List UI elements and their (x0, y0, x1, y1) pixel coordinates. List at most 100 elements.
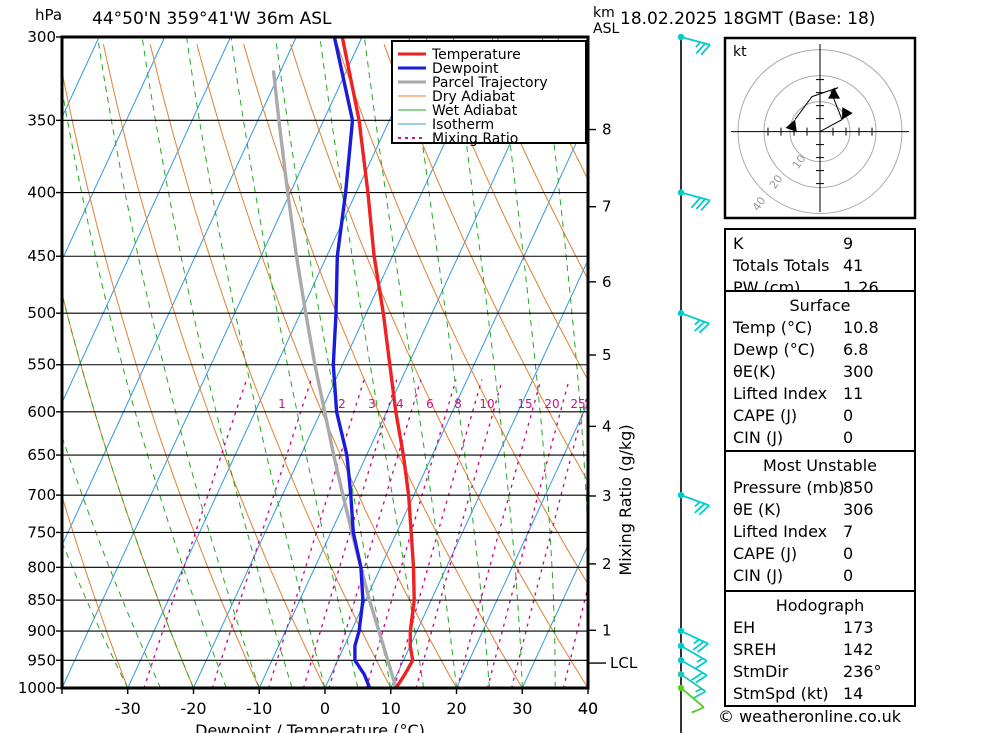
dry-adiabat-line (383, 44, 588, 483)
legend-label: Wet Adiabat (432, 103, 518, 119)
wind-barb-full-feather (694, 503, 706, 514)
legend-label: Temperature (431, 47, 521, 63)
wind-barb-shaft (680, 687, 705, 708)
dry-adiabat-line (477, 44, 588, 281)
stats-row-label: CIN (J) (733, 566, 783, 585)
temperature-tick-label: 0 (320, 699, 330, 718)
isotherm-line (62, 37, 166, 262)
isotherm-line (390, 258, 588, 688)
wet-adiabat-line (62, 540, 129, 688)
mixing-ratio-label: 25 (570, 397, 585, 411)
temperature-tick-label: -30 (115, 699, 141, 718)
mixing-ratio-line (365, 379, 457, 688)
wind-barb-shaft (680, 312, 710, 325)
wind-barb-full-feather (695, 660, 708, 669)
isotherm-line (324, 116, 588, 688)
stats-panel-title: Most Unstable (763, 456, 877, 475)
wind-barb-point (677, 627, 685, 635)
wet-adiabat-line (186, 37, 326, 688)
wind-barb-point (677, 491, 685, 499)
altitude-tick-label: 7 (602, 198, 612, 216)
stats-row-value: 142 (843, 640, 874, 659)
hodograph-arrow (842, 107, 853, 120)
legend-label: Dewpoint (432, 61, 499, 77)
mixing-ratio-line (267, 379, 365, 688)
mixing-ratio-label: 15 (517, 397, 532, 411)
lcl-label: LCL (610, 654, 638, 672)
stats-row-value: 6.8 (843, 340, 868, 359)
stats-row-label: StmSpd (kt) (733, 684, 829, 703)
temperature-tick-label: 20 (446, 699, 466, 718)
stats-row-value: 0 (843, 406, 853, 425)
stats-row-label: Totals Totals (732, 256, 830, 275)
wind-barb-point (677, 310, 685, 317)
profile-dewpoint-line (331, 37, 372, 688)
wind-barb-full-feather (692, 640, 705, 651)
isotherm-line (62, 37, 363, 688)
stats-row-value: 173 (843, 618, 874, 637)
isotherm-line (521, 544, 588, 688)
stats-row-label: SREH (733, 640, 776, 659)
pressure-tick-label: 950 (27, 651, 56, 669)
mixing-ratio-label: 10 (479, 397, 494, 411)
hodograph-arrow (828, 87, 840, 99)
stats-row-value: 11 (843, 384, 863, 403)
wind-barb-full-feather (695, 42, 706, 55)
wind-barb-point (677, 189, 685, 196)
stats-row-value: 0 (843, 544, 853, 563)
wind-barb-half-feather (694, 501, 701, 508)
stats-row-label: CIN (J) (733, 428, 783, 447)
wind-barb-full-feather (690, 197, 701, 209)
mixing-ratio-label: 4 (396, 397, 404, 411)
altitude-tick-label: 5 (602, 346, 612, 364)
wet-adiabat-line (62, 87, 227, 688)
wind-barb-full-feather (700, 199, 711, 211)
wind-barb-shaft (680, 630, 709, 645)
stats-row-label: K (733, 234, 744, 253)
stats-row-value: 7 (843, 522, 853, 541)
altitude-tick-label: 6 (602, 273, 612, 291)
wind-barb-full-feather (697, 643, 709, 653)
pressure-tick-label: 350 (27, 111, 56, 129)
pressure-tick-label: 1000 (18, 679, 56, 697)
stats-row-value: 10.8 (843, 318, 879, 337)
wind-barb-point (677, 642, 685, 650)
stats-row-value: 0 (843, 566, 853, 585)
mixing-ratio-label: 6 (426, 397, 434, 411)
pressure-tick-label: 700 (27, 486, 56, 504)
altitude-tick-label: 4 (602, 417, 612, 435)
temperature-tick-label: 40 (578, 699, 598, 718)
mixing-ratio-line (486, 379, 570, 688)
wind-barb-full-feather (691, 706, 705, 714)
wet-adiabat-line (141, 37, 293, 688)
dry-adiabat-line (430, 44, 588, 382)
altitude-unit-label: km (593, 5, 615, 21)
hodograph-unit-label: kt (733, 44, 747, 60)
pressure-tick-label: 850 (27, 591, 56, 609)
wet-adiabat-line (275, 37, 392, 688)
mixing-ratio-line (328, 379, 422, 688)
wind-barb-half-feather (693, 638, 700, 645)
wind-barb-shaft (680, 494, 710, 507)
mixing-ratio-label: 20 (544, 397, 559, 411)
temperature-tick-label: -10 (246, 699, 272, 718)
legend-label: Mixing Ratio (432, 131, 518, 147)
profile-parcel-trajectory-line (271, 70, 398, 688)
legend-label: Isotherm (432, 117, 494, 133)
stats-row-value: 41 (843, 256, 863, 275)
wind-barb-full-feather (695, 674, 708, 684)
stats-panel (724, 290, 916, 452)
dry-adiabat-line (102, 44, 326, 688)
dry-adiabat-line (290, 44, 588, 688)
stats-row-label: CAPE (J) (733, 406, 797, 425)
dry-adiabat-line (62, 69, 260, 688)
legend-label: Parcel Trajectory (432, 75, 548, 91)
stats-panel (724, 228, 916, 292)
mixing-ratio-label: 2 (338, 397, 346, 411)
mixing-ratio-line (302, 379, 398, 688)
pressure-tick-label: 400 (27, 184, 56, 202)
pressure-tick-label: 450 (27, 247, 56, 265)
dry-adiabat-line (149, 44, 392, 688)
hodograph-arrow (785, 119, 797, 132)
stats-row-label: Lifted Index (733, 522, 827, 541)
